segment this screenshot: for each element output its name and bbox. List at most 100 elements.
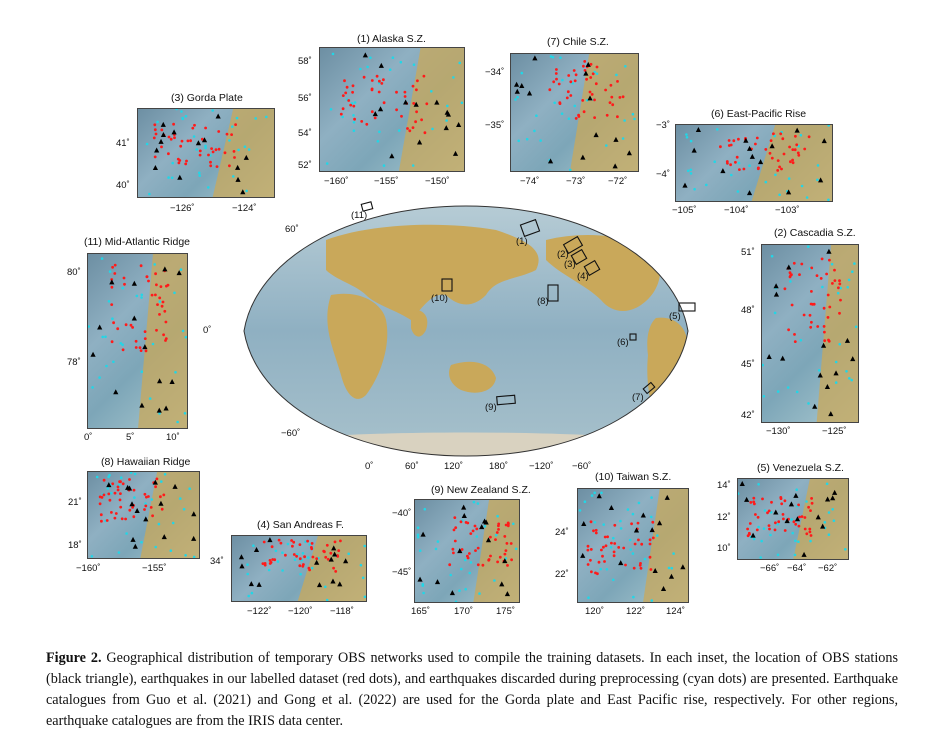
discarded-earthquake-dot xyxy=(595,72,599,75)
labelled-earthquake-dot xyxy=(506,521,510,525)
discarded-earthquake-dot xyxy=(670,566,674,570)
discarded-earthquake-dot xyxy=(181,329,185,333)
discarded-earthquake-dot xyxy=(363,544,366,548)
x-label: −126˚ xyxy=(170,203,195,214)
labelled-earthquake-dot xyxy=(334,570,338,573)
labelled-earthquake-dot xyxy=(838,279,841,283)
obs-station-triangle xyxy=(746,145,753,151)
labelled-earthquake-dot xyxy=(310,542,314,545)
labelled-earthquake-dot xyxy=(780,167,783,171)
obs-station-triangle xyxy=(833,370,839,376)
discarded-earthquake-dot xyxy=(366,65,369,69)
inset-title: (10) Taiwan S.Z. xyxy=(595,471,672,483)
discarded-earthquake-dot xyxy=(169,549,173,552)
obs-station-triangle xyxy=(513,81,520,87)
discarded-earthquake-dot xyxy=(752,537,756,541)
labelled-earthquake-dot xyxy=(110,303,114,306)
discarded-earthquake-dot xyxy=(573,104,577,108)
discarded-earthquake-dot xyxy=(246,572,249,576)
discarded-earthquake-dot xyxy=(133,472,137,476)
obs-station-triangle xyxy=(97,324,103,330)
obs-station-triangle xyxy=(769,143,775,149)
labelled-earthquake-dot xyxy=(825,272,828,276)
obs-station-triangle xyxy=(239,563,245,569)
discarded-earthquake-dot xyxy=(90,555,94,558)
discarded-earthquake-dot xyxy=(111,317,114,320)
obs-station-triangle xyxy=(90,351,96,357)
labelled-earthquake-dot xyxy=(143,330,147,333)
labelled-earthquake-dot xyxy=(200,137,204,141)
obs-station-triangle xyxy=(343,558,349,564)
labelled-earthquake-dot xyxy=(611,103,615,107)
labelled-earthquake-dot xyxy=(828,305,832,309)
discarded-earthquake-dot xyxy=(359,563,363,567)
inset-markers xyxy=(90,472,199,558)
land-europe-asia xyxy=(326,224,539,320)
obs-station-triangle xyxy=(788,501,795,507)
labelled-earthquake-dot xyxy=(737,137,740,141)
labelled-earthquake-dot xyxy=(105,519,109,522)
labelled-earthquake-dot xyxy=(448,563,452,567)
discarded-earthquake-dot xyxy=(117,551,121,554)
obs-station-triangle xyxy=(608,505,615,511)
discarded-earthquake-dot xyxy=(464,587,467,591)
labelled-earthquake-dot xyxy=(284,553,287,557)
obs-station-triangle xyxy=(169,378,175,384)
obs-station-triangle xyxy=(626,150,632,156)
labelled-earthquake-dot xyxy=(459,520,463,524)
labelled-earthquake-dot xyxy=(746,527,749,531)
labelled-earthquake-dot xyxy=(780,502,784,506)
obs-station-triangle xyxy=(785,189,792,195)
labelled-earthquake-dot xyxy=(113,263,117,267)
obs-station-triangle xyxy=(828,411,834,417)
discarded-earthquake-dot xyxy=(650,496,653,499)
labelled-earthquake-dot xyxy=(122,276,126,280)
discarded-earthquake-dot xyxy=(352,114,355,117)
box-label-10: (10) xyxy=(431,293,448,304)
discarded-earthquake-dot xyxy=(445,119,448,122)
labelled-earthquake-dot xyxy=(734,160,737,164)
obs-station-triangle xyxy=(618,560,624,566)
obs-station-triangle xyxy=(113,389,119,395)
obs-station-triangle xyxy=(514,88,520,94)
discarded-earthquake-dot xyxy=(204,146,207,150)
labelled-earthquake-dot xyxy=(277,538,281,542)
obs-station-triangle xyxy=(461,504,467,510)
labelled-earthquake-dot xyxy=(476,546,480,550)
discarded-earthquake-dot xyxy=(637,501,641,505)
labelled-earthquake-dot xyxy=(555,77,558,81)
world-lon-label-120: 120˚ xyxy=(444,461,464,472)
labelled-earthquake-dot xyxy=(586,548,590,552)
obs-station-triangle xyxy=(452,150,459,156)
labelled-earthquake-dot xyxy=(177,161,181,165)
labelled-earthquake-dot xyxy=(411,126,415,129)
discarded-earthquake-dot xyxy=(207,186,210,189)
labelled-earthquake-dot xyxy=(215,165,219,168)
obs-station-triangle xyxy=(832,489,838,495)
discarded-earthquake-dot xyxy=(148,397,152,400)
labelled-earthquake-dot xyxy=(422,74,426,78)
labelled-earthquake-dot xyxy=(588,90,592,94)
discarded-earthquake-dot xyxy=(716,128,719,131)
obs-station-triangle xyxy=(794,127,800,133)
inset-map xyxy=(414,499,520,603)
discarded-earthquake-dot xyxy=(838,342,841,346)
x-label: −125˚ xyxy=(822,426,847,437)
world-lat-label-60: 60˚ xyxy=(285,224,299,235)
labelled-earthquake-dot xyxy=(343,79,346,83)
discarded-earthquake-dot xyxy=(286,542,290,546)
discarded-earthquake-dot xyxy=(107,475,110,479)
discarded-earthquake-dot xyxy=(452,76,455,79)
labelled-earthquake-dot xyxy=(618,96,622,99)
obs-station-triangle xyxy=(328,556,334,562)
labelled-earthquake-dot xyxy=(648,542,652,546)
labelled-earthquake-dot xyxy=(809,509,812,512)
obs-station-triangle xyxy=(160,121,166,127)
labelled-earthquake-dot xyxy=(378,79,381,83)
discarded-earthquake-dot xyxy=(847,278,851,282)
labelled-earthquake-dot xyxy=(98,502,102,506)
labelled-earthquake-dot xyxy=(143,492,147,496)
discarded-earthquake-dot xyxy=(553,101,556,105)
labelled-earthquake-dot xyxy=(154,132,158,136)
labelled-earthquake-dot xyxy=(110,511,113,514)
